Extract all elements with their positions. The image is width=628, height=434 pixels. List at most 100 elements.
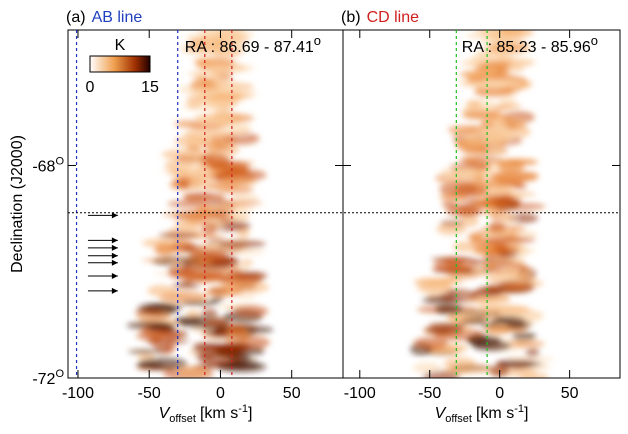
intensity-blob bbox=[127, 349, 160, 354]
intensity-blob bbox=[436, 223, 467, 235]
intensity-blob bbox=[211, 39, 224, 48]
intensity-blob bbox=[141, 258, 191, 263]
intensity-blob bbox=[191, 234, 226, 239]
intensity-blob bbox=[174, 135, 207, 147]
intensity-blob bbox=[210, 296, 224, 303]
intensity-blob bbox=[210, 80, 244, 90]
intensity-blob bbox=[457, 204, 479, 216]
intensity-blob bbox=[494, 242, 509, 254]
intensity-blob bbox=[161, 212, 200, 217]
intensity-blob bbox=[170, 242, 197, 252]
intensity-blob bbox=[443, 256, 464, 267]
arrow-head bbox=[111, 212, 118, 219]
x-tick-label: -50 bbox=[138, 385, 161, 402]
intensity-blob bbox=[460, 319, 488, 324]
intensity-blob bbox=[210, 70, 223, 80]
intensity-blob bbox=[228, 270, 241, 276]
intensity-blob bbox=[186, 145, 202, 153]
intensity-blob bbox=[147, 284, 176, 297]
x-label-sub: offset bbox=[169, 413, 196, 425]
intensity-blob bbox=[465, 99, 482, 109]
intensity-blob bbox=[480, 120, 495, 128]
intensity-blob bbox=[480, 60, 512, 69]
intensity-blob bbox=[158, 232, 200, 239]
intensity-blob bbox=[495, 103, 522, 110]
intensity-blob bbox=[483, 326, 529, 333]
panel-name: AB line bbox=[92, 9, 143, 26]
intensity-blob bbox=[240, 259, 254, 266]
intensity-blob bbox=[147, 323, 177, 333]
y-tick-sup: O bbox=[55, 368, 64, 380]
arrow-head bbox=[111, 259, 118, 266]
y-tick-text: -68 bbox=[32, 158, 55, 175]
intensity-blob bbox=[217, 176, 259, 186]
intensity-blob bbox=[212, 327, 229, 339]
intensity-blob bbox=[492, 170, 539, 182]
intensity-blob bbox=[154, 242, 175, 257]
intensity-blob bbox=[464, 296, 512, 304]
intensity-image bbox=[126, 30, 274, 378]
ra-text: RA : 86.69 - 87.41 bbox=[185, 39, 314, 56]
y-tick-label: -68O bbox=[32, 155, 64, 175]
x-tick-label: -100 bbox=[62, 385, 94, 402]
intensity-blob bbox=[232, 305, 269, 318]
intensity-blob bbox=[210, 161, 250, 171]
intensity-blob bbox=[205, 286, 243, 298]
intensity-blob bbox=[174, 218, 202, 229]
intensity-blob bbox=[500, 265, 521, 275]
intensity-blob bbox=[459, 214, 479, 227]
intensity-blob bbox=[497, 55, 516, 61]
intensity-blob bbox=[497, 361, 543, 367]
intensity-blob bbox=[185, 275, 233, 282]
x-label-sup: -1 bbox=[238, 403, 248, 415]
intensity-blob bbox=[467, 334, 502, 347]
intensity-blob bbox=[422, 370, 461, 378]
intensity-blob bbox=[476, 286, 503, 297]
intensity-blob bbox=[207, 203, 256, 213]
intensity-blob bbox=[505, 356, 555, 362]
intensity-blob bbox=[228, 122, 252, 136]
y-tick-text: -72 bbox=[32, 371, 55, 388]
intensity-blob bbox=[487, 144, 507, 156]
intensity-blob bbox=[525, 348, 540, 358]
intensity-blob bbox=[207, 337, 240, 342]
intensity-blob bbox=[206, 64, 255, 73]
colorbar-label: K bbox=[115, 37, 126, 54]
intensity-blob bbox=[176, 174, 217, 182]
intensity-blob bbox=[483, 44, 531, 54]
intensity-blob bbox=[434, 304, 464, 315]
arrow-head bbox=[111, 272, 118, 279]
x-label-close: ] bbox=[248, 405, 252, 422]
colorbar-tick-label: 0 bbox=[86, 79, 95, 96]
ra-sup: o bbox=[314, 33, 321, 48]
intensity-blob bbox=[203, 249, 228, 263]
intensity-blob bbox=[180, 300, 220, 306]
x-axis-label: Voffset [km s-1] bbox=[159, 403, 253, 425]
x-tick-label: -100 bbox=[344, 385, 376, 402]
intensity-blob bbox=[442, 200, 459, 209]
panel-title: (a) AB line bbox=[66, 9, 142, 26]
x-label-sub: offset bbox=[445, 413, 472, 425]
intensity-blob bbox=[193, 113, 235, 124]
plot-frame bbox=[342, 29, 621, 379]
intensity-blob bbox=[488, 221, 506, 232]
arrow-head bbox=[111, 252, 118, 259]
arrow-head bbox=[111, 287, 118, 294]
intensity-blob bbox=[136, 330, 183, 342]
intensity-blob bbox=[449, 196, 468, 203]
intensity-blob bbox=[505, 191, 536, 197]
intensity-blob bbox=[181, 194, 214, 199]
y-tick-sup: O bbox=[55, 155, 64, 167]
intensity-blob bbox=[171, 282, 201, 289]
panel-title: (b) CD line bbox=[341, 9, 419, 26]
intensity-blob bbox=[177, 150, 199, 156]
intensity-blob bbox=[460, 69, 498, 80]
ra-label: RA : 85.23 - 85.96o bbox=[462, 33, 598, 56]
intensity-blob bbox=[216, 199, 263, 206]
intensity-blob bbox=[514, 247, 529, 258]
x-label-close: ] bbox=[524, 405, 528, 422]
intensity-blob bbox=[180, 280, 194, 286]
x-label-v: V bbox=[159, 405, 171, 422]
x-tick-label: -50 bbox=[418, 385, 441, 402]
